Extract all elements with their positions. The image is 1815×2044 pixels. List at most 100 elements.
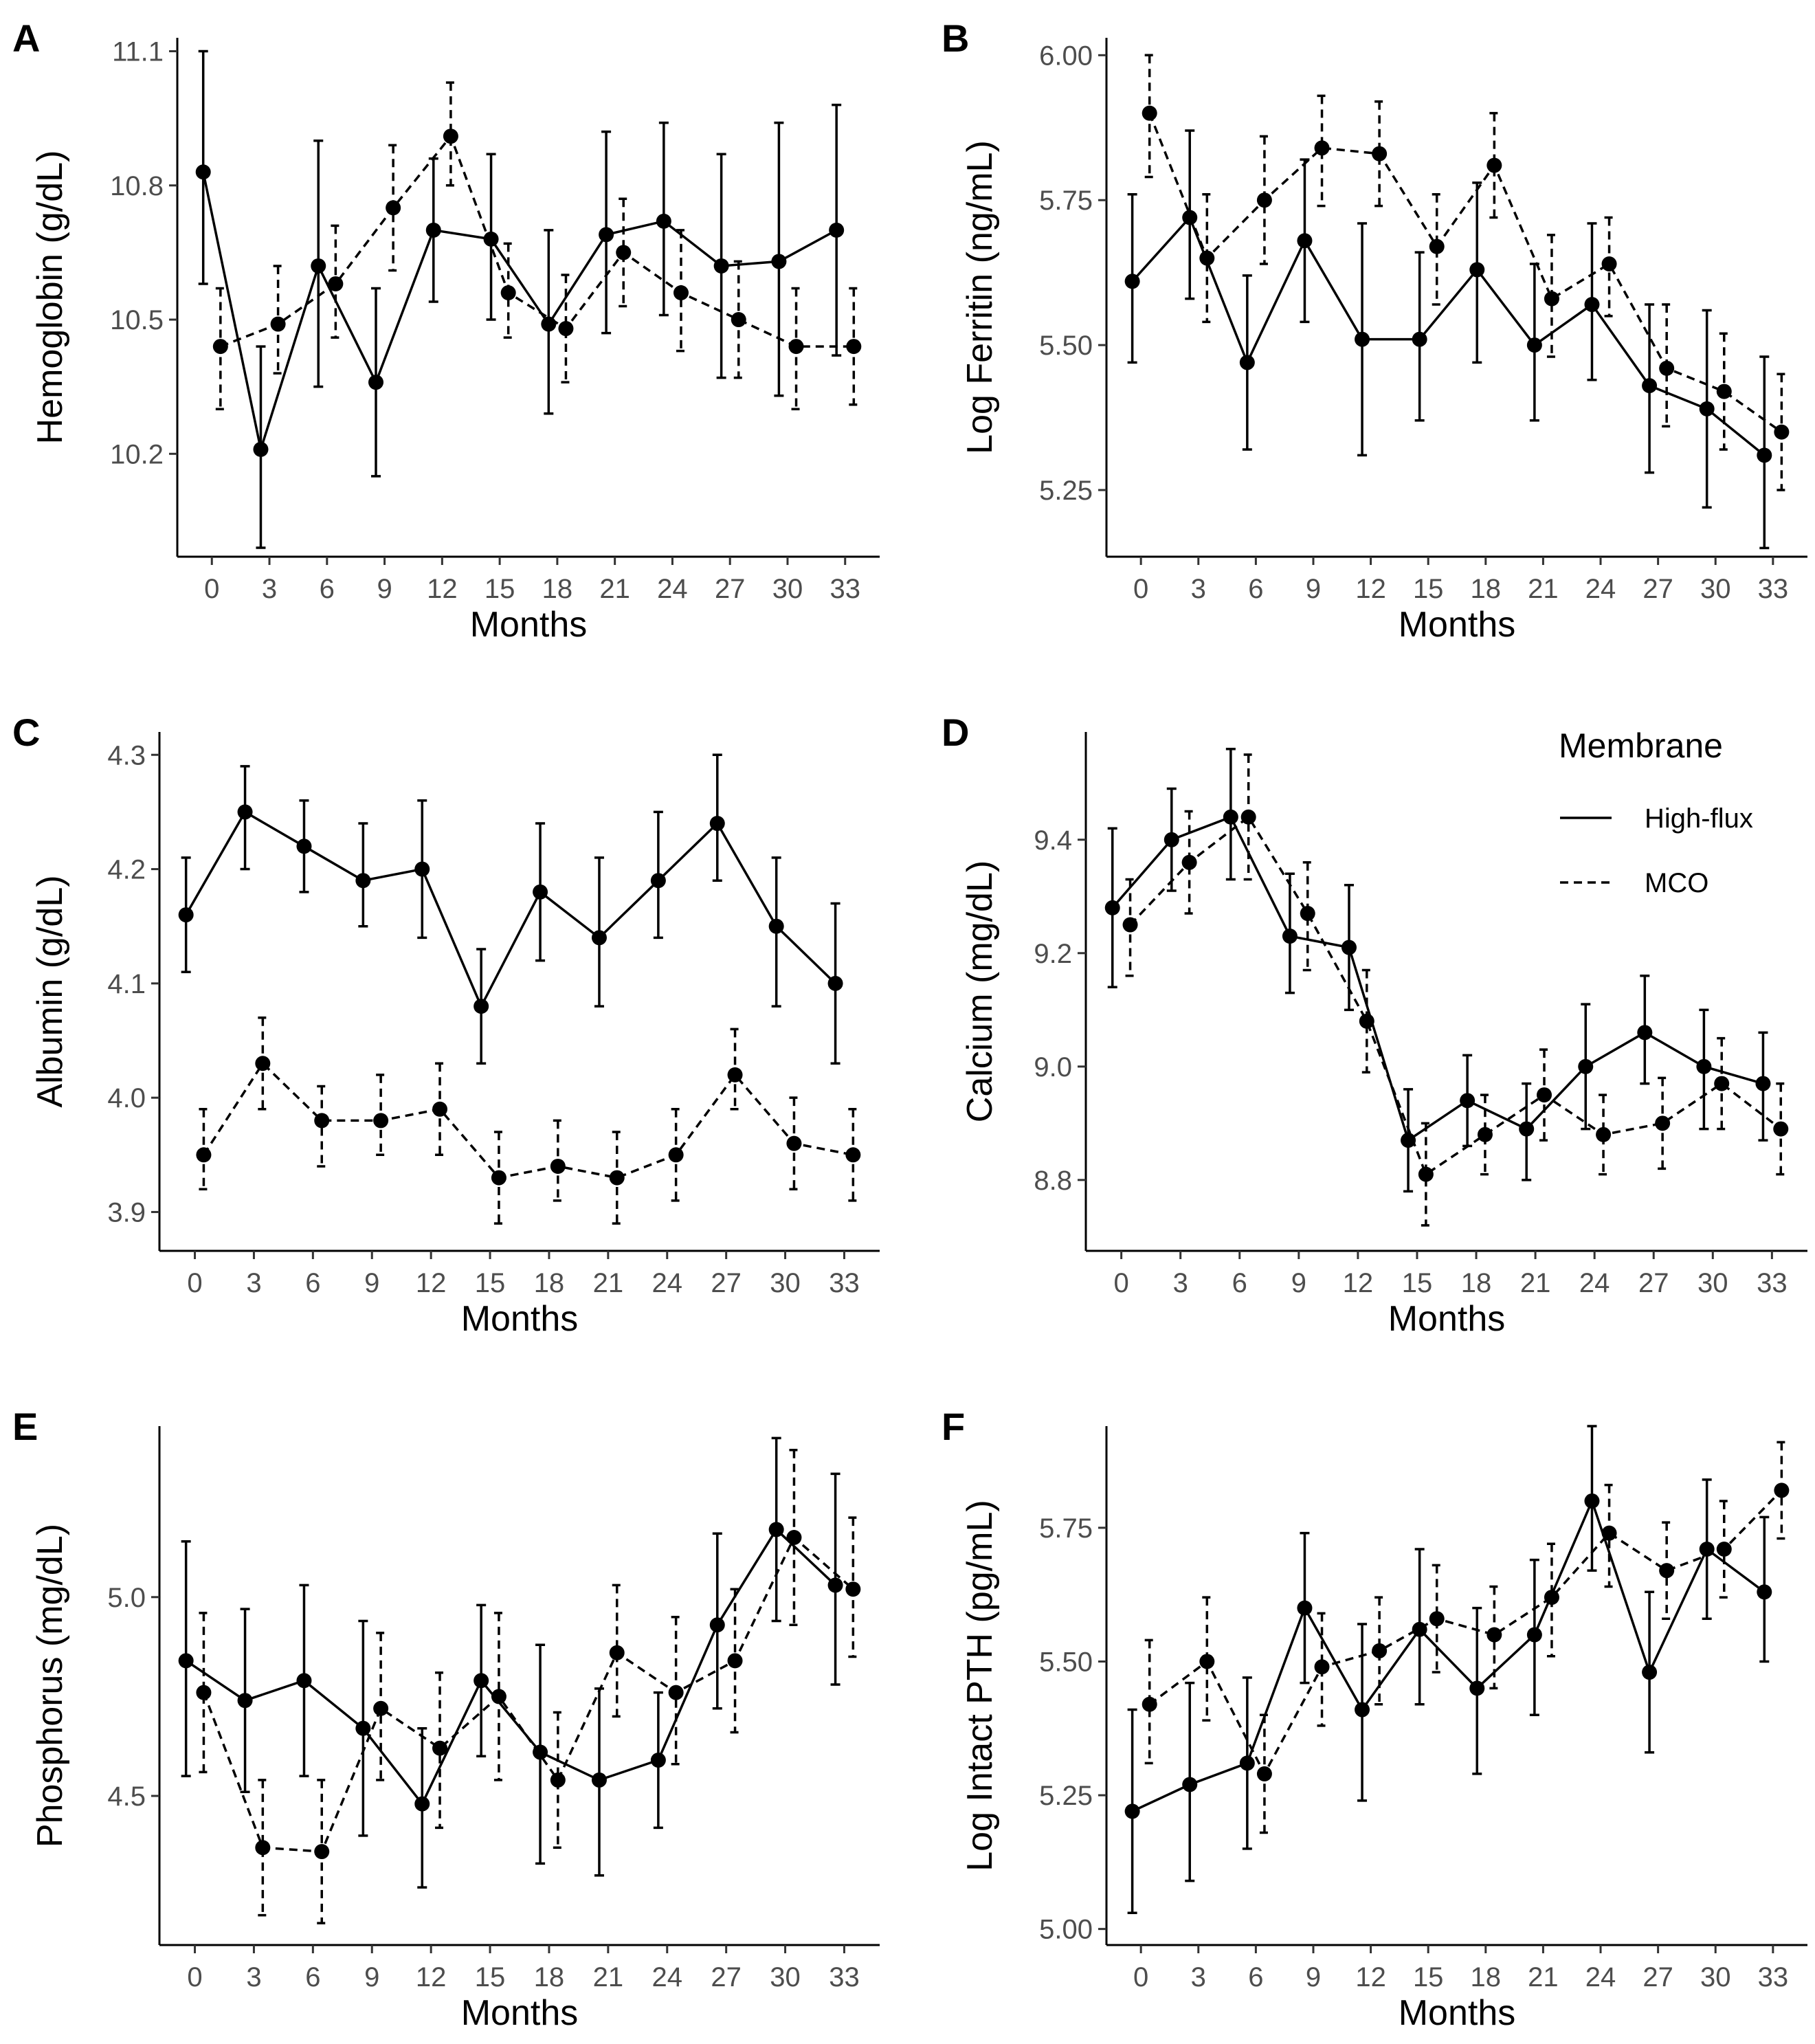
- x-tick-label-e-11: 33: [829, 1962, 860, 1992]
- point-a-mco-24: [673, 285, 689, 300]
- x-tick-label-f-8: 24: [1585, 1962, 1616, 1992]
- point-f-mco-15: [1429, 1611, 1445, 1627]
- point-d-mco-9: [1300, 906, 1315, 922]
- x-tick-label-c-8: 24: [652, 1268, 683, 1298]
- point-c-mco-33: [845, 1147, 861, 1163]
- x-tick-label-f-10: 30: [1700, 1962, 1731, 1992]
- series-c-high-flux: [178, 753, 843, 1065]
- point-d-high-flux-33: [1755, 1076, 1771, 1091]
- error-bar-f-mco-18: [1489, 1585, 1500, 1690]
- x-tick-label-a-10: 30: [772, 574, 803, 604]
- x-tick-label-a-3: 9: [377, 574, 392, 604]
- series-line-f-mco: [1148, 1489, 1783, 1777]
- x-tick-label-c-10: 30: [770, 1268, 801, 1298]
- point-e-mco-33: [845, 1581, 861, 1597]
- point-b-high-flux-12: [1355, 331, 1370, 347]
- error-bar-a-mco-18: [561, 274, 571, 384]
- point-d-mco-6: [1240, 809, 1256, 825]
- point-d-mco-24: [1596, 1126, 1612, 1142]
- x-tick-label-e-3: 9: [364, 1962, 379, 1992]
- point-c-mco-6: [314, 1113, 330, 1129]
- point-f-mco-0: [1142, 1696, 1157, 1712]
- error-bar-d-mco-15: [1421, 1122, 1431, 1227]
- point-e-high-flux-12: [414, 1796, 430, 1812]
- panel-e: E 4.5 5.0 0 3 6 9 12 15 18 21 24 27 30 33 Months Phospho…: [12, 1405, 880, 2033]
- point-c-mco-27: [727, 1067, 743, 1082]
- x-tick-label-d-9: 27: [1638, 1268, 1669, 1298]
- point-c-high-flux-27: [709, 816, 725, 832]
- y-tick-label-b-0: 5.25: [1039, 476, 1093, 506]
- y-tick-label-f-3: 5.75: [1039, 1513, 1093, 1544]
- x-tick-label-b-0: 0: [1133, 574, 1148, 604]
- series-a-mco: [212, 81, 862, 410]
- point-c-high-flux-18: [533, 884, 548, 900]
- point-b-mco-15: [1429, 238, 1445, 254]
- x-axis-title-d: Months: [1388, 1299, 1506, 1339]
- point-d-high-flux-0: [1104, 900, 1120, 915]
- x-tick-label-c-7: 21: [593, 1268, 624, 1298]
- y-tick-label-f-2: 5.50: [1039, 1647, 1093, 1677]
- y-tick-label-d-0: 8.8: [1034, 1166, 1072, 1196]
- point-f-mco-30: [1716, 1542, 1732, 1557]
- error-bar-b-mco-12: [1374, 100, 1385, 208]
- point-a-high-flux-6: [311, 258, 326, 274]
- legend-title: Membrane: [1559, 726, 1723, 765]
- error-bar-b-mco-18: [1489, 111, 1500, 219]
- point-a-high-flux-27: [713, 258, 729, 274]
- point-f-high-flux-3: [1182, 1777, 1198, 1792]
- point-a-high-flux-3: [253, 441, 269, 457]
- point-f-high-flux-24: [1584, 1493, 1600, 1509]
- point-a-high-flux-24: [656, 213, 671, 229]
- point-b-high-flux-0: [1124, 274, 1140, 289]
- x-tick-label-f-7: 21: [1528, 1962, 1559, 1992]
- x-axis-title-e: Months: [461, 1993, 579, 2033]
- x-tick-label-f-3: 9: [1306, 1962, 1321, 1992]
- point-f-mco-6: [1256, 1766, 1272, 1781]
- x-tick-label-e-5: 15: [475, 1962, 506, 1992]
- point-b-high-flux-33: [1757, 447, 1772, 463]
- x-tick-label-d-5: 15: [1402, 1268, 1433, 1298]
- point-c-high-flux-30: [768, 918, 784, 934]
- point-a-mco-9: [386, 200, 401, 216]
- point-c-high-flux-24: [650, 873, 666, 889]
- x-tick-label-a-2: 6: [320, 574, 335, 604]
- point-b-mco-6: [1256, 192, 1272, 208]
- x-tick-label-c-1: 3: [246, 1268, 261, 1298]
- error-bar-c-mco-27: [730, 1027, 740, 1111]
- point-a-mco-3: [270, 316, 286, 332]
- x-tick-label-c-3: 9: [364, 1268, 379, 1298]
- point-d-high-flux-18: [1460, 1093, 1476, 1109]
- point-f-high-flux-9: [1297, 1600, 1313, 1616]
- point-d-high-flux-30: [1696, 1058, 1712, 1074]
- point-a-mco-12: [443, 129, 458, 144]
- x-tick-label-d-6: 18: [1461, 1268, 1492, 1298]
- point-d-high-flux-12: [1341, 940, 1357, 955]
- error-bar-e-mco-18: [553, 1711, 563, 1849]
- x-tick-label-c-4: 12: [416, 1268, 447, 1298]
- point-a-mco-30: [788, 339, 804, 355]
- y-axis-title-a: Hemoglobin (g/dL): [30, 151, 70, 445]
- panel-c: C 3.9 4.0 4.1 4.2 4.3 0 3 6 9 12 15 18 21 24 27 30 33 Mont…: [12, 711, 880, 1339]
- error-bar-f-mco-15: [1432, 1564, 1442, 1674]
- point-a-mco-6: [328, 276, 344, 291]
- series-line-d-high-flux: [1111, 815, 1763, 1142]
- legend-label-mco: MCO: [1645, 868, 1708, 898]
- point-c-high-flux-15: [474, 999, 489, 1014]
- point-a-mco-27: [731, 312, 746, 328]
- y-tick-label-e-0: 4.5: [107, 1781, 146, 1812]
- x-tick-label-a-5: 15: [485, 574, 515, 604]
- point-e-high-flux-24: [650, 1752, 666, 1768]
- error-bar-a-mco-3: [273, 265, 283, 375]
- point-a-high-flux-18: [541, 316, 557, 332]
- point-d-high-flux-21: [1519, 1121, 1535, 1137]
- legend: Membrane High-flux MCO: [1559, 726, 1753, 898]
- series-line-b-mco: [1148, 113, 1783, 434]
- point-b-high-flux-6: [1239, 355, 1255, 370]
- y-tick-label-e-1: 5.0: [107, 1583, 146, 1613]
- x-tick-label-d-2: 6: [1232, 1268, 1247, 1298]
- point-f-high-flux-0: [1124, 1803, 1140, 1819]
- point-b-high-flux-24: [1584, 297, 1600, 313]
- error-bar-d-mco-18: [1480, 1093, 1490, 1176]
- point-c-high-flux-9: [355, 873, 371, 889]
- x-tick-label-d-11: 33: [1757, 1268, 1788, 1298]
